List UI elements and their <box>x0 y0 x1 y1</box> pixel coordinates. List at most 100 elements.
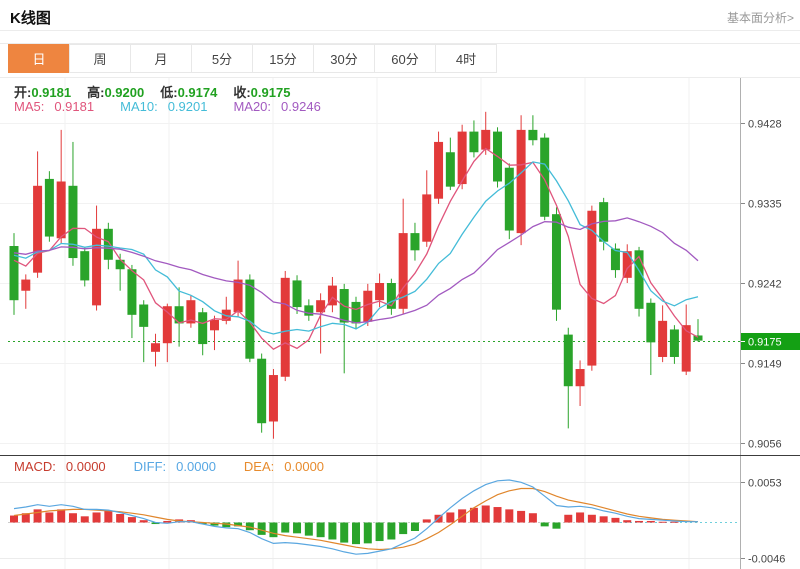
ma20-label: MA20: <box>233 99 272 114</box>
candle-down <box>127 269 137 315</box>
macd-bar-positive <box>469 507 478 523</box>
price-axis-label: 0.9428 <box>748 119 782 131</box>
candle-down <box>351 301 361 324</box>
macd-bar-negative <box>340 522 349 543</box>
candle-down <box>445 152 455 187</box>
macd-bar-positive <box>505 509 514 523</box>
tab-周[interactable]: 周 <box>69 44 131 73</box>
macd-bar-negative <box>222 522 231 528</box>
candle-up <box>575 369 585 387</box>
candle-down <box>44 178 54 237</box>
candle-up <box>587 210 597 366</box>
candle-down <box>693 335 703 341</box>
candle-up <box>422 194 432 242</box>
macd-bar-positive <box>587 514 596 523</box>
period-tabs: 日周月 5分 15分 30分 60分 4时 <box>8 44 497 73</box>
candle-down <box>80 251 90 281</box>
macd-value: 0.0000 <box>65 459 106 474</box>
macd-bar-positive <box>517 510 526 523</box>
candle-up <box>375 283 385 301</box>
macd-axis-label: 0.0053 <box>748 478 782 490</box>
header: K线图 基本面分析> <box>0 0 800 31</box>
macd-bar-positive <box>68 513 77 523</box>
candle-up <box>162 306 172 344</box>
diff-label: DIFF: <box>133 459 167 474</box>
candle-up <box>516 129 526 234</box>
macd-bar-positive <box>658 521 667 523</box>
macd-bar-negative <box>281 522 290 533</box>
candle-up <box>327 285 337 306</box>
candle-down <box>410 233 420 251</box>
tab-日[interactable]: 日 <box>8 44 70 73</box>
candle-up <box>186 300 196 324</box>
macd-bar-negative <box>363 522 372 544</box>
macd-bar-negative <box>304 522 313 536</box>
candle-down <box>9 246 19 301</box>
price-axis-label: 0.9335 <box>748 199 782 211</box>
fundamental-analysis-link[interactable]: 基本面分析> <box>726 11 794 25</box>
ma10-line <box>13 161 699 335</box>
price-tag-label: 0.9175 <box>748 337 782 349</box>
macd-bar-positive <box>623 520 632 523</box>
macd-bar-positive <box>116 514 125 523</box>
candle-up <box>56 181 66 239</box>
ma-legend: MA5: 0.9181 MA10: 0.9201 MA20: 0.9246 <box>14 99 331 114</box>
macd-bar-negative <box>552 522 561 529</box>
ma10-value: 0.9201 <box>167 99 208 114</box>
candle-up <box>681 325 691 372</box>
macd-bar-positive <box>611 517 620 523</box>
open-value: 0.9181 <box>31 85 72 100</box>
macd-bar-negative <box>387 522 396 540</box>
low-label: 低: <box>160 85 178 100</box>
dea-line <box>13 487 699 551</box>
macd-bar-negative <box>245 522 254 531</box>
ohlc-legend: 开:0.9181 高:0.9200 低:0.9174 收:0.9175 <box>14 82 306 101</box>
macd-bar-positive <box>80 516 89 523</box>
period-tabbar: 日周月 5分 15分 30分 60分 4时 <box>0 43 800 75</box>
close-value: 0.9175 <box>250 85 291 100</box>
macd-bar-negative <box>540 522 549 527</box>
candle-up <box>398 233 408 309</box>
candle-down <box>504 167 514 231</box>
candle-down <box>528 129 538 141</box>
macd-bar-positive <box>646 520 655 523</box>
price-axis-label: 0.9056 <box>748 439 782 451</box>
price-axis-label: 0.9242 <box>748 279 782 291</box>
candle-down <box>139 304 149 327</box>
macd-bar-negative <box>352 522 360 545</box>
tab-60分[interactable]: 60分 <box>374 44 436 73</box>
macd-bar-positive <box>670 521 679 523</box>
macd-bar-negative <box>410 522 419 531</box>
candle-down <box>245 279 255 359</box>
macd-axis-label: -0.0046 <box>748 554 785 566</box>
candle-up <box>363 290 373 322</box>
ma5-value: 0.9181 <box>54 99 95 114</box>
candle-down <box>634 250 644 309</box>
macd-bar-positive <box>635 520 644 523</box>
candle-up <box>209 319 219 331</box>
candle-down <box>198 312 208 345</box>
macd-bar-positive <box>163 520 172 523</box>
tab-4时[interactable]: 4时 <box>435 44 497 73</box>
candle-down <box>103 228 113 260</box>
macd-bar-positive <box>446 512 455 523</box>
current-price-tag: 0.9175 <box>741 333 800 350</box>
dea-label: DEA: <box>243 459 275 474</box>
candle-down <box>304 305 314 316</box>
candle-up <box>33 185 43 273</box>
macd-bar-negative <box>151 522 160 525</box>
candle-down <box>563 334 573 387</box>
candle-up <box>92 228 102 306</box>
macd-bar-positive <box>493 507 502 523</box>
candle-down <box>646 302 656 343</box>
macd-histogram <box>10 505 679 545</box>
dea-value: 0.0000 <box>284 459 325 474</box>
tab-30分[interactable]: 30分 <box>313 44 375 73</box>
candle-up <box>622 251 632 278</box>
high-value: 0.9200 <box>104 85 145 100</box>
candle-down <box>386 283 396 309</box>
tab-5分[interactable]: 5分 <box>191 44 253 73</box>
macd-bar-negative <box>269 522 278 538</box>
